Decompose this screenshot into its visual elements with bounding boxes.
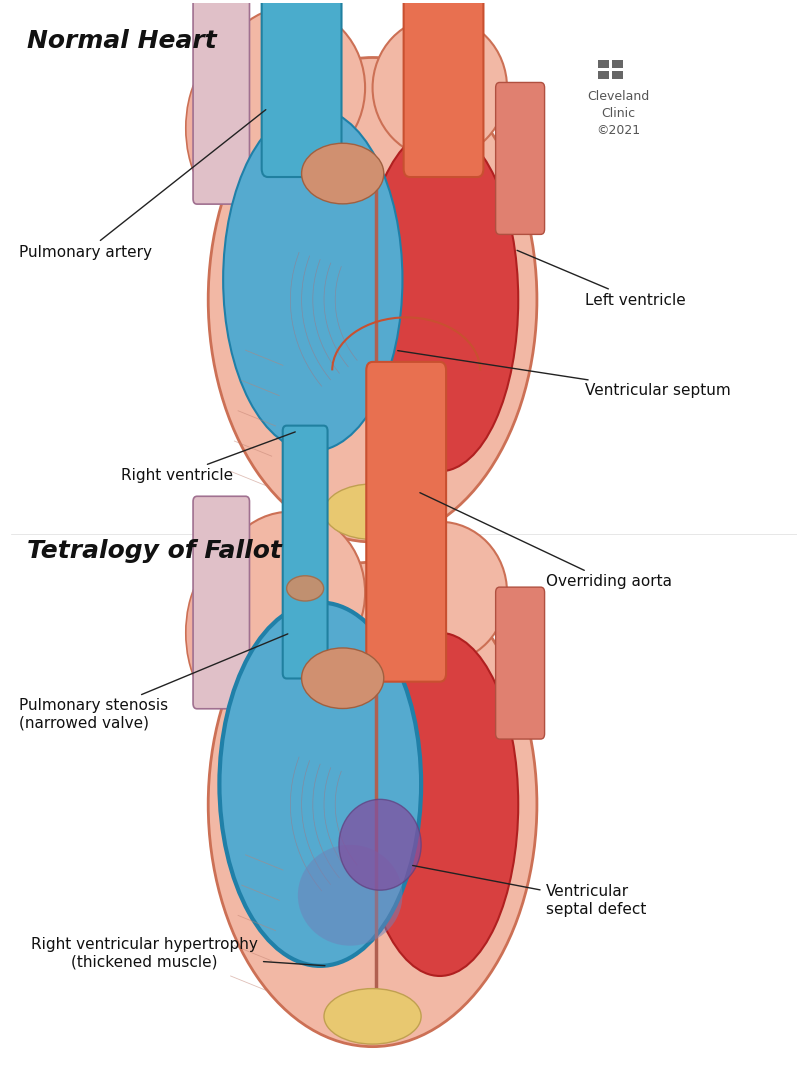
FancyBboxPatch shape — [193, 0, 250, 204]
FancyBboxPatch shape — [613, 60, 623, 67]
Text: Ventricular
septal defect: Ventricular septal defect — [413, 865, 646, 916]
Ellipse shape — [373, 522, 507, 663]
Text: Normal Heart: Normal Heart — [26, 29, 216, 53]
Ellipse shape — [208, 562, 537, 1047]
Text: Overriding aorta: Overriding aorta — [420, 492, 671, 590]
Ellipse shape — [324, 484, 421, 539]
Ellipse shape — [219, 602, 421, 965]
Ellipse shape — [373, 17, 507, 158]
FancyBboxPatch shape — [366, 362, 446, 681]
FancyBboxPatch shape — [282, 426, 327, 678]
Text: Right ventricle: Right ventricle — [121, 431, 295, 483]
Ellipse shape — [216, 7, 365, 169]
Ellipse shape — [324, 989, 421, 1045]
Text: Left ventricle: Left ventricle — [517, 250, 686, 308]
Ellipse shape — [286, 576, 324, 601]
Ellipse shape — [216, 512, 365, 673]
FancyBboxPatch shape — [496, 587, 545, 739]
FancyBboxPatch shape — [496, 82, 545, 234]
FancyBboxPatch shape — [613, 70, 623, 79]
Ellipse shape — [208, 58, 537, 541]
FancyBboxPatch shape — [193, 497, 250, 709]
Ellipse shape — [186, 562, 261, 704]
FancyBboxPatch shape — [262, 0, 342, 177]
FancyBboxPatch shape — [598, 70, 609, 79]
Text: Ventricular septum: Ventricular septum — [398, 350, 730, 398]
Text: Cleveland
Clinic
©2021: Cleveland Clinic ©2021 — [586, 90, 649, 137]
Text: Pulmonary stenosis
(narrowed valve): Pulmonary stenosis (narrowed valve) — [18, 634, 288, 731]
Text: Pulmonary artery: Pulmonary artery — [18, 110, 266, 260]
Ellipse shape — [223, 108, 402, 451]
FancyBboxPatch shape — [598, 60, 609, 67]
FancyBboxPatch shape — [404, 0, 483, 177]
Ellipse shape — [186, 58, 261, 199]
Ellipse shape — [302, 143, 384, 204]
Text: Right ventricular hypertrophy
(thickened muscle): Right ventricular hypertrophy (thickened… — [31, 938, 325, 970]
Ellipse shape — [298, 845, 402, 945]
Ellipse shape — [362, 633, 518, 976]
Ellipse shape — [339, 799, 421, 891]
Ellipse shape — [362, 128, 518, 471]
Ellipse shape — [302, 648, 384, 708]
Text: Tetralogy of Fallot: Tetralogy of Fallot — [26, 539, 282, 563]
